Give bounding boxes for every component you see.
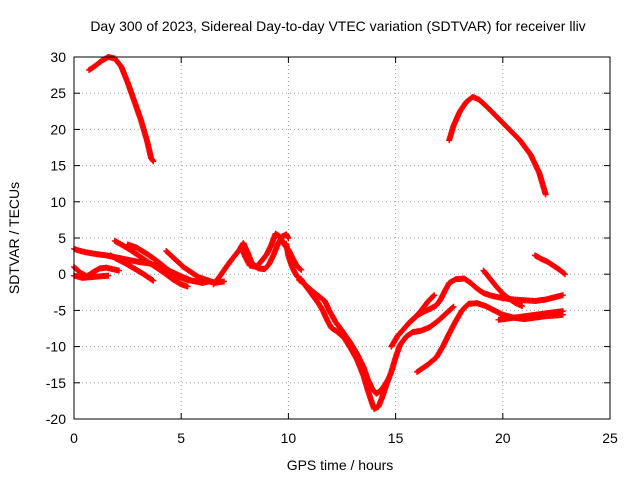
y-tick-label: 20: [50, 121, 66, 137]
data-point: [116, 267, 123, 274]
x-tick-label: 20: [495, 430, 511, 446]
series-arc-2: [446, 93, 549, 198]
y-tick-label: 15: [50, 158, 66, 174]
y-tick-label: -15: [46, 375, 66, 391]
y-tick-label: 10: [50, 194, 66, 210]
series-arc-17: [480, 267, 526, 310]
data-point: [560, 270, 567, 277]
y-tick-label: -5: [54, 302, 67, 318]
data-point: [284, 233, 291, 240]
y-tick-label: 25: [50, 85, 66, 101]
data-point: [298, 266, 305, 273]
series-arc-1: [86, 54, 157, 165]
series-arc-15: [405, 292, 438, 327]
data-point: [150, 277, 157, 284]
y-tick-label: -20: [46, 411, 66, 427]
grid: [74, 57, 610, 419]
chart-title: Day 300 of 2023, Sidereal Day-to-day VTE…: [90, 18, 585, 34]
data-point: [431, 292, 438, 299]
y-tick-label: 30: [50, 49, 66, 65]
data-point: [542, 191, 549, 198]
x-tick-label: 0: [70, 430, 78, 446]
plot-frame: [73, 56, 611, 420]
data-series: [71, 54, 568, 412]
series-arc-13: [296, 276, 393, 397]
data-point: [150, 158, 157, 165]
x-tick-label: 10: [281, 430, 297, 446]
x-tick-label: 5: [177, 430, 185, 446]
data-point: [149, 276, 156, 283]
series-arc-10: [210, 231, 292, 288]
series-arc-16: [414, 300, 566, 375]
data-point: [105, 272, 112, 279]
data-point: [430, 293, 437, 300]
y-tick-label: 0: [58, 266, 66, 282]
data-point: [559, 308, 566, 315]
data-point: [561, 271, 568, 278]
series-arc-7: [111, 237, 191, 290]
data-point: [221, 278, 228, 285]
data-point: [386, 374, 393, 381]
data-point: [519, 303, 526, 310]
x-axis-label: GPS time / hours: [287, 457, 394, 473]
data-point: [149, 157, 156, 164]
data-point: [184, 283, 191, 290]
y-tick-label: 5: [58, 230, 66, 246]
y-tick-label: -10: [46, 339, 66, 355]
data-point: [285, 235, 292, 241]
series-arc-6: [107, 252, 157, 284]
series-arc-5: [71, 272, 112, 281]
data-point: [449, 304, 456, 311]
y-axis-label: SDTVAR / TECUs: [6, 182, 22, 294]
series-arc-18: [495, 308, 566, 323]
x-tick-label: 15: [388, 430, 404, 446]
series-arc-19: [531, 252, 568, 278]
data-point: [297, 265, 304, 272]
series-arc-8: [124, 241, 206, 286]
data-point: [450, 303, 457, 310]
data-point: [559, 292, 566, 299]
x-tick-label: 25: [602, 430, 618, 446]
tick-labels: 0 5 10 15 20 25 -20 -15 -10 -5 0 5 10 15 20 25 30: [46, 49, 618, 446]
